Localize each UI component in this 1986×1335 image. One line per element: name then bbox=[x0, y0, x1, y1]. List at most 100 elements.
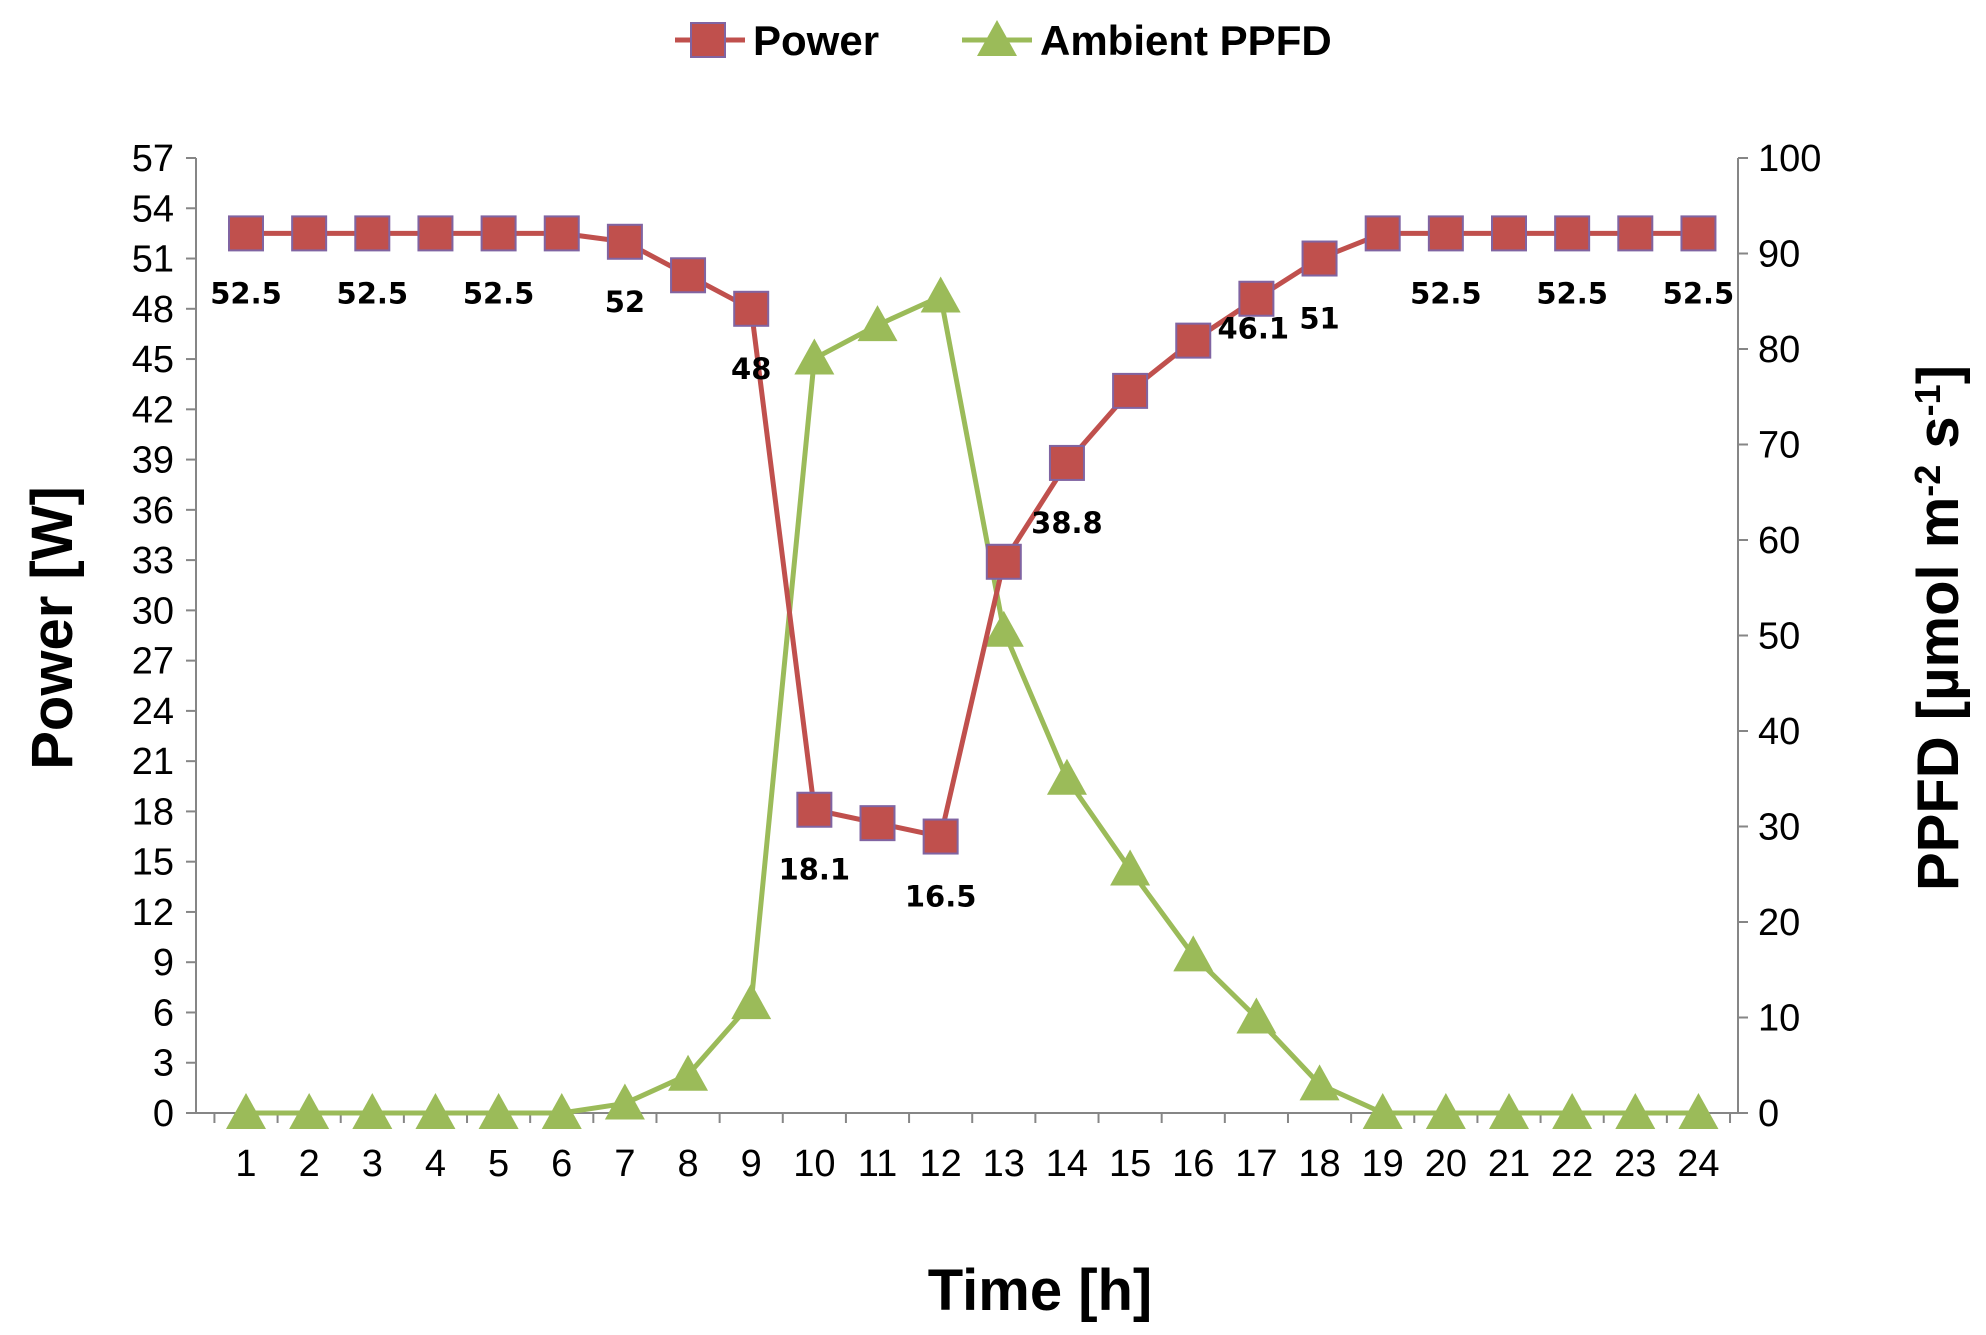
x-tick-label: 11 bbox=[858, 1143, 897, 1185]
ppfd-point bbox=[1299, 1064, 1340, 1101]
power-data-label: 52.5 bbox=[1410, 276, 1482, 310]
ppfd-point bbox=[1552, 1093, 1593, 1129]
x-tick-label: 21 bbox=[1488, 1143, 1530, 1185]
y-tick-label: 54 bbox=[132, 188, 174, 230]
power-point bbox=[922, 818, 959, 855]
y-tick-label: 18 bbox=[132, 791, 174, 833]
ppfd-point bbox=[415, 1093, 456, 1129]
x-tick-label: 14 bbox=[1046, 1143, 1088, 1185]
y-tick-label: 42 bbox=[132, 389, 174, 431]
power-data-label: 52.5 bbox=[1536, 276, 1608, 310]
legend: Power Ambient PPFD bbox=[675, 17, 1332, 64]
ppfd-point bbox=[1615, 1093, 1656, 1129]
power-data-label: 52.5 bbox=[210, 276, 282, 310]
y-tick-label: 6 bbox=[153, 992, 174, 1034]
y-tick-label: 21 bbox=[132, 741, 174, 783]
y-tick-label: 15 bbox=[132, 842, 174, 884]
x-tick-label: 18 bbox=[1298, 1143, 1340, 1185]
power-point bbox=[1364, 215, 1401, 252]
power-point bbox=[354, 215, 391, 252]
power-point bbox=[291, 215, 328, 252]
y-tick-label: 30 bbox=[132, 590, 174, 632]
power-point bbox=[606, 223, 643, 260]
power-data-label: 48 bbox=[731, 352, 771, 386]
y-tick-label: 48 bbox=[132, 289, 174, 331]
ppfd-point bbox=[983, 610, 1024, 647]
y-tick-label: 57 bbox=[132, 138, 174, 180]
ppfd-point bbox=[857, 305, 898, 342]
y2-tick-label: 0 bbox=[1758, 1093, 1779, 1135]
power-data-label: 52.5 bbox=[463, 276, 535, 310]
power-point bbox=[859, 805, 896, 842]
x-tick-label: 4 bbox=[425, 1143, 446, 1185]
power-point bbox=[1491, 215, 1527, 252]
legend-power-marker bbox=[690, 22, 726, 58]
x-tick-label: 13 bbox=[983, 1143, 1025, 1185]
ppfd-point bbox=[604, 1083, 645, 1120]
x-tick-label: 8 bbox=[677, 1143, 698, 1185]
y-tick-label: 45 bbox=[132, 339, 174, 381]
x-tick-label: 16 bbox=[1172, 1143, 1214, 1185]
ppfd-point bbox=[794, 338, 835, 375]
y-tick-label: 24 bbox=[132, 691, 174, 733]
y-tick-label: 33 bbox=[132, 540, 174, 582]
x-tick-label: 1 bbox=[235, 1143, 256, 1185]
power-data-label: 38.8 bbox=[1031, 506, 1103, 540]
ppfd-point bbox=[289, 1093, 330, 1129]
x-tick-label: 23 bbox=[1614, 1143, 1656, 1185]
y-tick-label: 36 bbox=[132, 490, 174, 532]
power-point bbox=[1427, 215, 1464, 252]
power-data-label: 46.1 bbox=[1217, 312, 1289, 346]
series-layer bbox=[226, 215, 1719, 1129]
power-point bbox=[417, 215, 454, 252]
y2-tick-label: 60 bbox=[1758, 520, 1800, 562]
power-point bbox=[543, 215, 580, 252]
x-tick-label: 3 bbox=[362, 1143, 383, 1185]
x-tick-label: 7 bbox=[614, 1143, 635, 1185]
power-point bbox=[1175, 322, 1212, 359]
y2-tick-label: 50 bbox=[1758, 616, 1800, 658]
power-point bbox=[1554, 215, 1591, 252]
power-point bbox=[1048, 444, 1085, 481]
ppfd-point bbox=[478, 1093, 519, 1129]
x-tick-label: 12 bbox=[920, 1143, 962, 1185]
power-point bbox=[1680, 215, 1717, 252]
power-point bbox=[670, 257, 707, 294]
power-data-label: 52.5 bbox=[1663, 276, 1735, 310]
y2-tick-label: 80 bbox=[1758, 329, 1800, 371]
y-tick-label: 27 bbox=[132, 641, 174, 683]
ppfd-point bbox=[1425, 1093, 1466, 1129]
x-tick-label: 5 bbox=[488, 1143, 509, 1185]
x-tick-label: 24 bbox=[1677, 1143, 1719, 1185]
axes: 0369121518212427303336394245485154570102… bbox=[132, 138, 1822, 1185]
ppfd-point bbox=[541, 1093, 582, 1129]
y2-tick-label: 30 bbox=[1758, 807, 1800, 849]
x-tick-label: 19 bbox=[1362, 1143, 1404, 1185]
data-labels: 52.5 52.5 52.5 52 48 18.1 16.5 38.8 46.1 51 52.5 52… bbox=[210, 276, 1734, 913]
y2-tick-label: 90 bbox=[1758, 234, 1800, 276]
power-point bbox=[1238, 280, 1275, 317]
legend-ppfd-marker bbox=[977, 20, 1017, 56]
y-tick-label: 51 bbox=[132, 239, 174, 281]
x-tick-label: 17 bbox=[1235, 1143, 1277, 1185]
ppfd-point bbox=[352, 1093, 393, 1129]
power-data-label: 52.5 bbox=[337, 276, 409, 310]
ppfd-point bbox=[1489, 1093, 1529, 1129]
ppfd-point bbox=[920, 276, 961, 313]
x-tick-label: 9 bbox=[741, 1143, 762, 1185]
x-axis-title: Time [h] bbox=[928, 1258, 1153, 1323]
y-axis-title: Power [W] bbox=[20, 486, 85, 770]
ppfd-point bbox=[668, 1054, 709, 1091]
power-point bbox=[1617, 215, 1654, 252]
power-data-label: 18.1 bbox=[779, 853, 851, 887]
power-point bbox=[733, 290, 770, 327]
power-point bbox=[228, 215, 264, 252]
power-point bbox=[1301, 240, 1338, 277]
legend-ppfd-label: Ambient PPFD bbox=[1040, 17, 1332, 64]
power-data-label: 51 bbox=[1299, 302, 1339, 336]
y2-tick-label: 70 bbox=[1758, 425, 1800, 467]
ppfd-point bbox=[1046, 758, 1087, 795]
y-tick-label: 12 bbox=[132, 892, 174, 934]
x-tick-label: 20 bbox=[1425, 1143, 1467, 1185]
